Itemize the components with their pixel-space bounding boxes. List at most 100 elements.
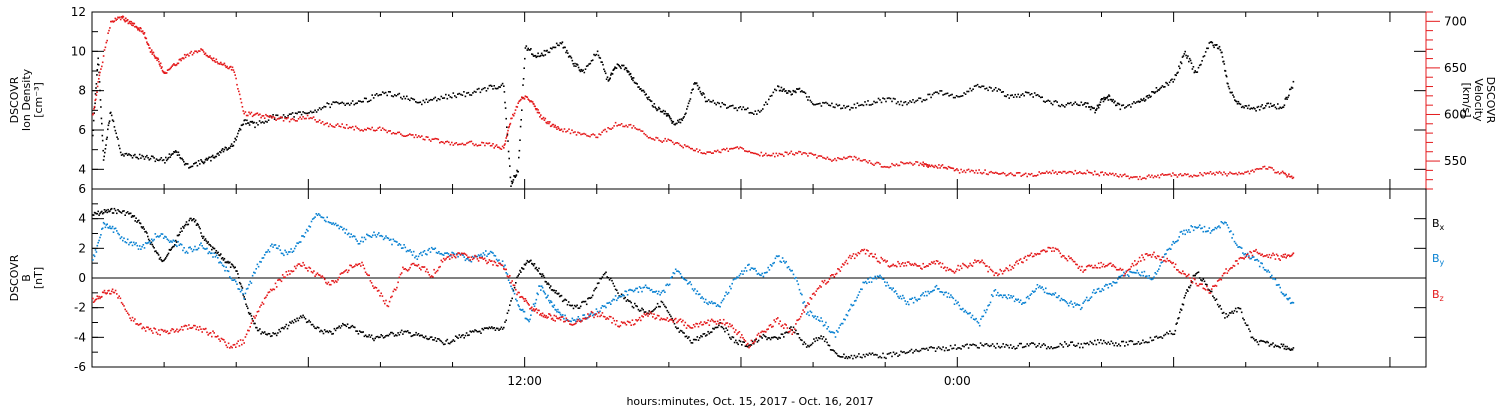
data-point: [404, 330, 407, 333]
data-point: [612, 282, 614, 285]
data-point: [149, 157, 152, 160]
data-point: [873, 277, 875, 280]
data-point: [732, 278, 735, 281]
data-point: [399, 331, 402, 334]
data-point: [442, 343, 445, 346]
data-point: [424, 253, 427, 255]
data-point: [273, 244, 276, 246]
data-point: [963, 345, 965, 348]
data-point: [934, 350, 937, 352]
data-point: [317, 109, 319, 111]
data-point: [479, 144, 482, 146]
data-point: [573, 65, 575, 67]
data-point: [327, 221, 330, 223]
data-point: [532, 303, 535, 305]
data-point: [446, 252, 449, 254]
data-point: [220, 63, 223, 66]
data-point: [1117, 102, 1120, 105]
data-point: [351, 125, 354, 128]
data-point: [319, 330, 321, 333]
data-point: [107, 290, 109, 292]
data-point: [930, 96, 932, 99]
axis-title-text: DSCOVRIon Density[cm⁻³]: [8, 68, 45, 131]
data-point: [892, 287, 894, 289]
data-point: [987, 89, 989, 92]
data-point: [1157, 337, 1159, 339]
data-point: [987, 173, 989, 176]
data-point: [590, 310, 593, 313]
data-point: [891, 288, 893, 291]
data-point: [701, 335, 703, 338]
data-point: [368, 274, 370, 277]
data-point: [1015, 96, 1018, 98]
data-point: [487, 261, 489, 264]
data-point: [187, 223, 190, 226]
data-point: [194, 219, 197, 222]
data-point: [291, 270, 294, 273]
data-point: [234, 137, 236, 140]
data-point: [549, 285, 552, 287]
data-point: [852, 357, 854, 360]
data-point: [754, 340, 756, 343]
data-point: [585, 303, 588, 306]
data-point: [533, 103, 535, 105]
data-point: [290, 322, 292, 324]
data-point: [650, 288, 653, 291]
data-point: [1030, 93, 1033, 95]
data-point: [1124, 274, 1126, 277]
data-point: [710, 331, 713, 333]
data-point: [294, 120, 297, 122]
data-point: [1245, 105, 1248, 107]
data-point: [829, 104, 832, 107]
data-point: [683, 144, 686, 146]
data-point: [491, 326, 493, 328]
data-point: [777, 338, 779, 340]
data-point: [174, 244, 177, 246]
data-point: [874, 162, 877, 165]
data-point: [509, 176, 512, 179]
data-point: [391, 243, 393, 246]
data-point: [183, 57, 185, 60]
data-point: [767, 337, 769, 339]
data-point: [559, 319, 562, 321]
data-point: [898, 164, 901, 167]
data-point: [464, 143, 467, 146]
data-point: [1228, 87, 1231, 90]
data-point: [1139, 175, 1141, 178]
data-point: [549, 287, 551, 289]
data-point: [1161, 173, 1164, 175]
data-point: [500, 264, 503, 266]
data-point: [1029, 343, 1031, 345]
data-point: [407, 134, 410, 136]
data-point: [103, 289, 106, 292]
data-point: [447, 253, 450, 255]
data-point: [316, 214, 319, 216]
data-point: [701, 94, 703, 96]
data-point: [265, 251, 267, 254]
data-point: [545, 297, 547, 299]
data-point: [1108, 94, 1110, 96]
data-point: [97, 241, 99, 244]
data-point: [623, 294, 625, 297]
data-point: [141, 154, 143, 157]
data-point: [210, 57, 212, 59]
data-point: [970, 169, 973, 172]
data-point: [1140, 178, 1143, 181]
data-point: [808, 96, 810, 98]
data-point: [475, 255, 477, 258]
data-point: [894, 353, 896, 356]
data-point: [799, 151, 802, 153]
data-point: [387, 130, 390, 132]
time-axis: 12:00 0:00: [91, 189, 1391, 388]
data-point: [894, 264, 897, 267]
data-point: [619, 324, 622, 327]
data-point: [634, 323, 636, 325]
data-point: [529, 318, 531, 321]
data-point: [432, 276, 434, 278]
data-point: [450, 341, 452, 344]
data-point: [418, 135, 420, 137]
data-point: [985, 87, 988, 90]
data-point: [553, 126, 556, 128]
data-point: [747, 264, 749, 266]
data-point: [778, 322, 780, 325]
